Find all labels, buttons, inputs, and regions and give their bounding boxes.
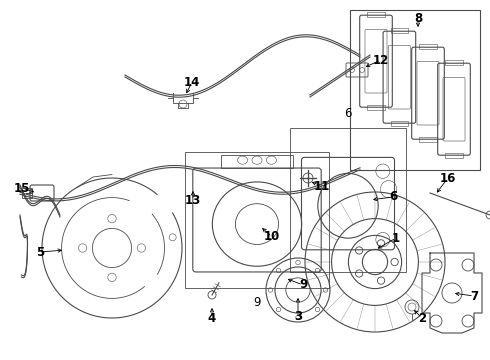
Text: 3: 3 (294, 310, 302, 323)
Text: 2: 2 (418, 311, 426, 324)
Bar (290, 128, 406, 272)
Text: 6: 6 (389, 190, 397, 203)
Text: 12: 12 (373, 54, 389, 67)
Bar (391, 121, 408, 126)
Text: 7: 7 (470, 289, 478, 302)
Bar (419, 44, 437, 49)
Bar (419, 137, 437, 142)
Text: 11: 11 (314, 180, 330, 193)
Bar (221, 156, 293, 168)
Text: 9: 9 (299, 279, 307, 292)
Text: 6: 6 (344, 107, 352, 120)
Text: 9: 9 (253, 296, 261, 309)
Bar (22, 188, 32, 198)
Text: 1: 1 (392, 231, 400, 244)
Bar (391, 28, 408, 33)
Text: 5: 5 (36, 246, 44, 258)
Text: 15: 15 (14, 181, 30, 194)
Text: 4: 4 (208, 311, 216, 324)
Text: 13: 13 (185, 194, 201, 207)
Bar (445, 60, 463, 65)
Text: 14: 14 (184, 76, 200, 89)
Text: 10: 10 (264, 230, 280, 243)
Text: 16: 16 (440, 171, 456, 184)
Bar (445, 153, 463, 158)
Bar (368, 105, 385, 110)
Text: 8: 8 (414, 12, 422, 24)
Bar (185, 152, 329, 288)
Bar (350, 10, 480, 170)
Bar (368, 12, 385, 17)
